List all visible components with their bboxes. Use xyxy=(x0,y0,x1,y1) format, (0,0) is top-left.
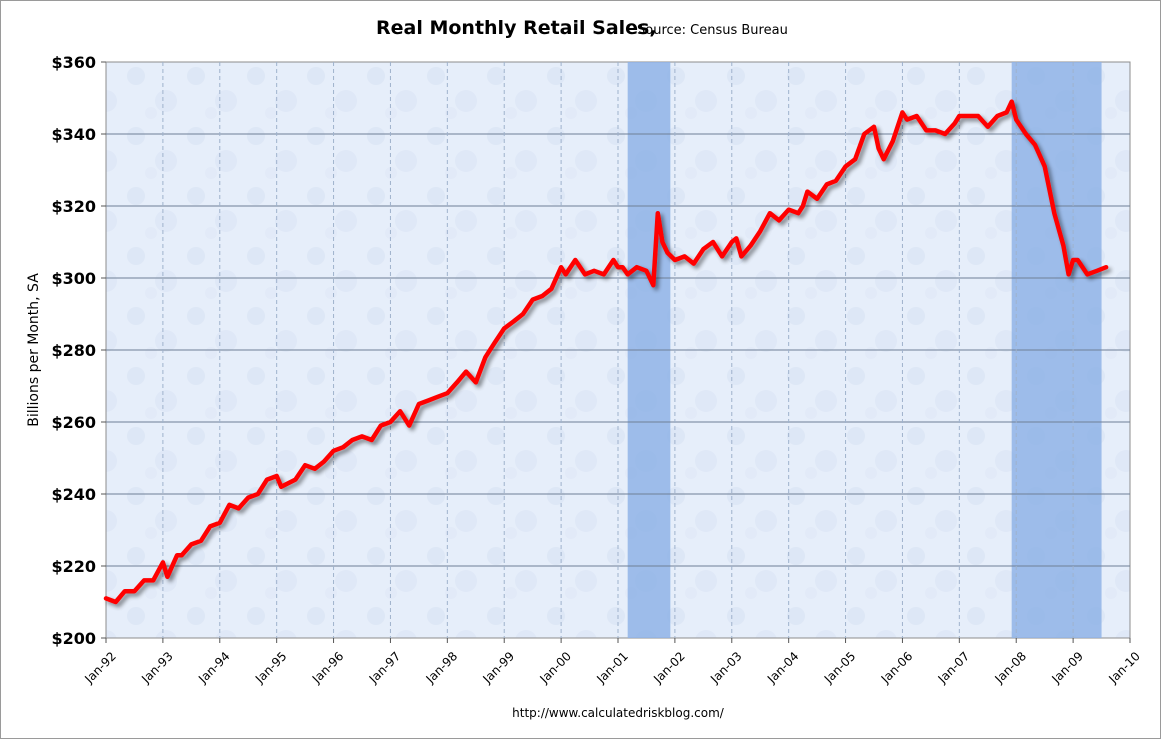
x-tick-label: Jan-08 xyxy=(992,649,1030,687)
chart-title: Real Monthly Retail Sales, xyxy=(376,17,657,39)
x-tick-label: Jan-03 xyxy=(707,649,745,687)
y-axis-ticks: $200 $220 $240 $260 $280 $300 $320 $340 $360 xyxy=(51,53,106,648)
y-tick-label: $220 xyxy=(51,557,96,576)
y-tick-label: $340 xyxy=(51,125,96,144)
source-url: http://www.calculatedriskblog.com/ xyxy=(512,706,725,720)
x-tick-label: Jan-94 xyxy=(195,649,233,687)
x-tick-label: Jan-02 xyxy=(650,649,688,687)
x-tick-label: Jan-06 xyxy=(878,649,916,687)
y-tick-label: $320 xyxy=(51,197,96,216)
series-layer xyxy=(103,99,1109,605)
y-tick-label: $280 xyxy=(51,341,96,360)
x-tick-label: Jan-97 xyxy=(366,649,404,687)
x-tick-label: Jan-09 xyxy=(1048,649,1086,687)
x-tick-label: Jan-00 xyxy=(536,649,574,687)
x-tick-label: Jan-98 xyxy=(423,649,461,687)
series-line-retail-sales xyxy=(103,99,1109,605)
y-tick-label: $300 xyxy=(51,269,96,288)
y-tick-label: $260 xyxy=(51,413,96,432)
x-tick-label: Jan-95 xyxy=(252,649,290,687)
x-tick-label: Jan-99 xyxy=(480,649,518,687)
x-tick-label: Jan-93 xyxy=(138,649,176,687)
x-tick-label: Jan-04 xyxy=(764,649,802,687)
x-tick-label: Jan-10 xyxy=(1105,649,1143,687)
x-tick-label: Jan-05 xyxy=(821,649,859,687)
chart-subtitle: Source: Census Bureau xyxy=(637,23,788,38)
x-tick-label: Jan-92 xyxy=(81,649,119,687)
y-tick-label: $240 xyxy=(51,485,96,504)
x-tick-label: Jan-96 xyxy=(309,649,347,687)
y-tick-label: $200 xyxy=(51,629,96,648)
grid-lines xyxy=(106,62,1130,638)
x-axis-ticks: Jan-92 Jan-93 Jan-94 Jan-95 Jan-96 Jan-97 Jan-… xyxy=(81,638,1143,687)
y-tick-label: $360 xyxy=(51,53,96,72)
x-tick-label: Jan-01 xyxy=(593,649,631,687)
x-tick-label: Jan-07 xyxy=(935,649,973,687)
y-axis-label: Billions per Month, SA xyxy=(26,273,42,427)
